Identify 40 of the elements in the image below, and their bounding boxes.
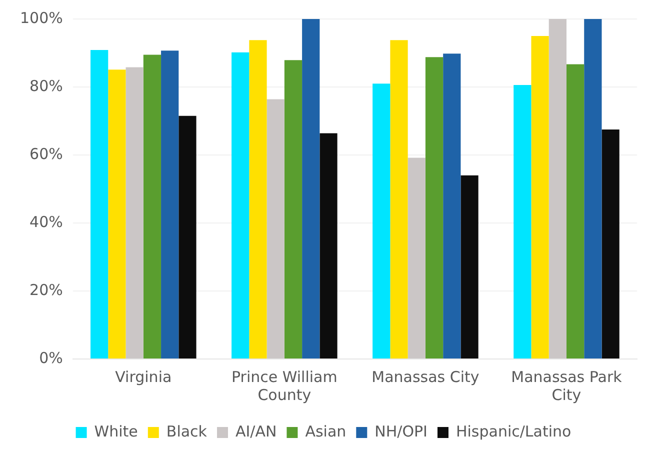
bar [126,67,144,358]
bar [425,57,444,358]
y-tick-label: 80% [30,76,63,95]
bar [514,84,532,358]
bar [90,50,108,358]
bar [232,52,250,358]
bar [602,130,620,358]
bar [584,19,602,358]
bar [284,60,302,358]
bar [143,54,162,358]
bar [531,36,549,358]
bar [460,175,478,358]
x-tick-label: Manassas City [372,368,480,386]
bar [249,40,267,358]
bar [548,19,566,358]
bar [320,133,338,358]
x-tick-label: Prince William County [232,368,338,404]
bar [266,99,284,358]
legend-label: AI/AN [235,422,277,440]
legend-label: Hispanic/Latino [456,422,572,440]
y-tick-label: 20% [30,280,63,299]
y-tick-label: 40% [30,212,63,231]
x-tick-label: Manassas Park City [511,368,622,404]
bar [408,158,426,358]
y-tick-label: 60% [30,144,63,163]
bar [108,70,126,358]
x-tick-label: Virginia [115,368,172,386]
legend-label: White [94,422,138,440]
legend-label: Black [166,422,208,440]
bar [566,64,584,358]
bar [178,116,196,358]
legend-label: Asian [305,422,346,440]
bar [390,40,408,358]
bar [161,50,179,358]
y-tick-label: 100% [20,8,63,27]
bar [372,84,390,358]
bar [302,19,320,358]
y-tick-label: 0% [39,348,63,367]
bar [443,54,461,358]
legend-label: NH/OPI [374,422,428,440]
